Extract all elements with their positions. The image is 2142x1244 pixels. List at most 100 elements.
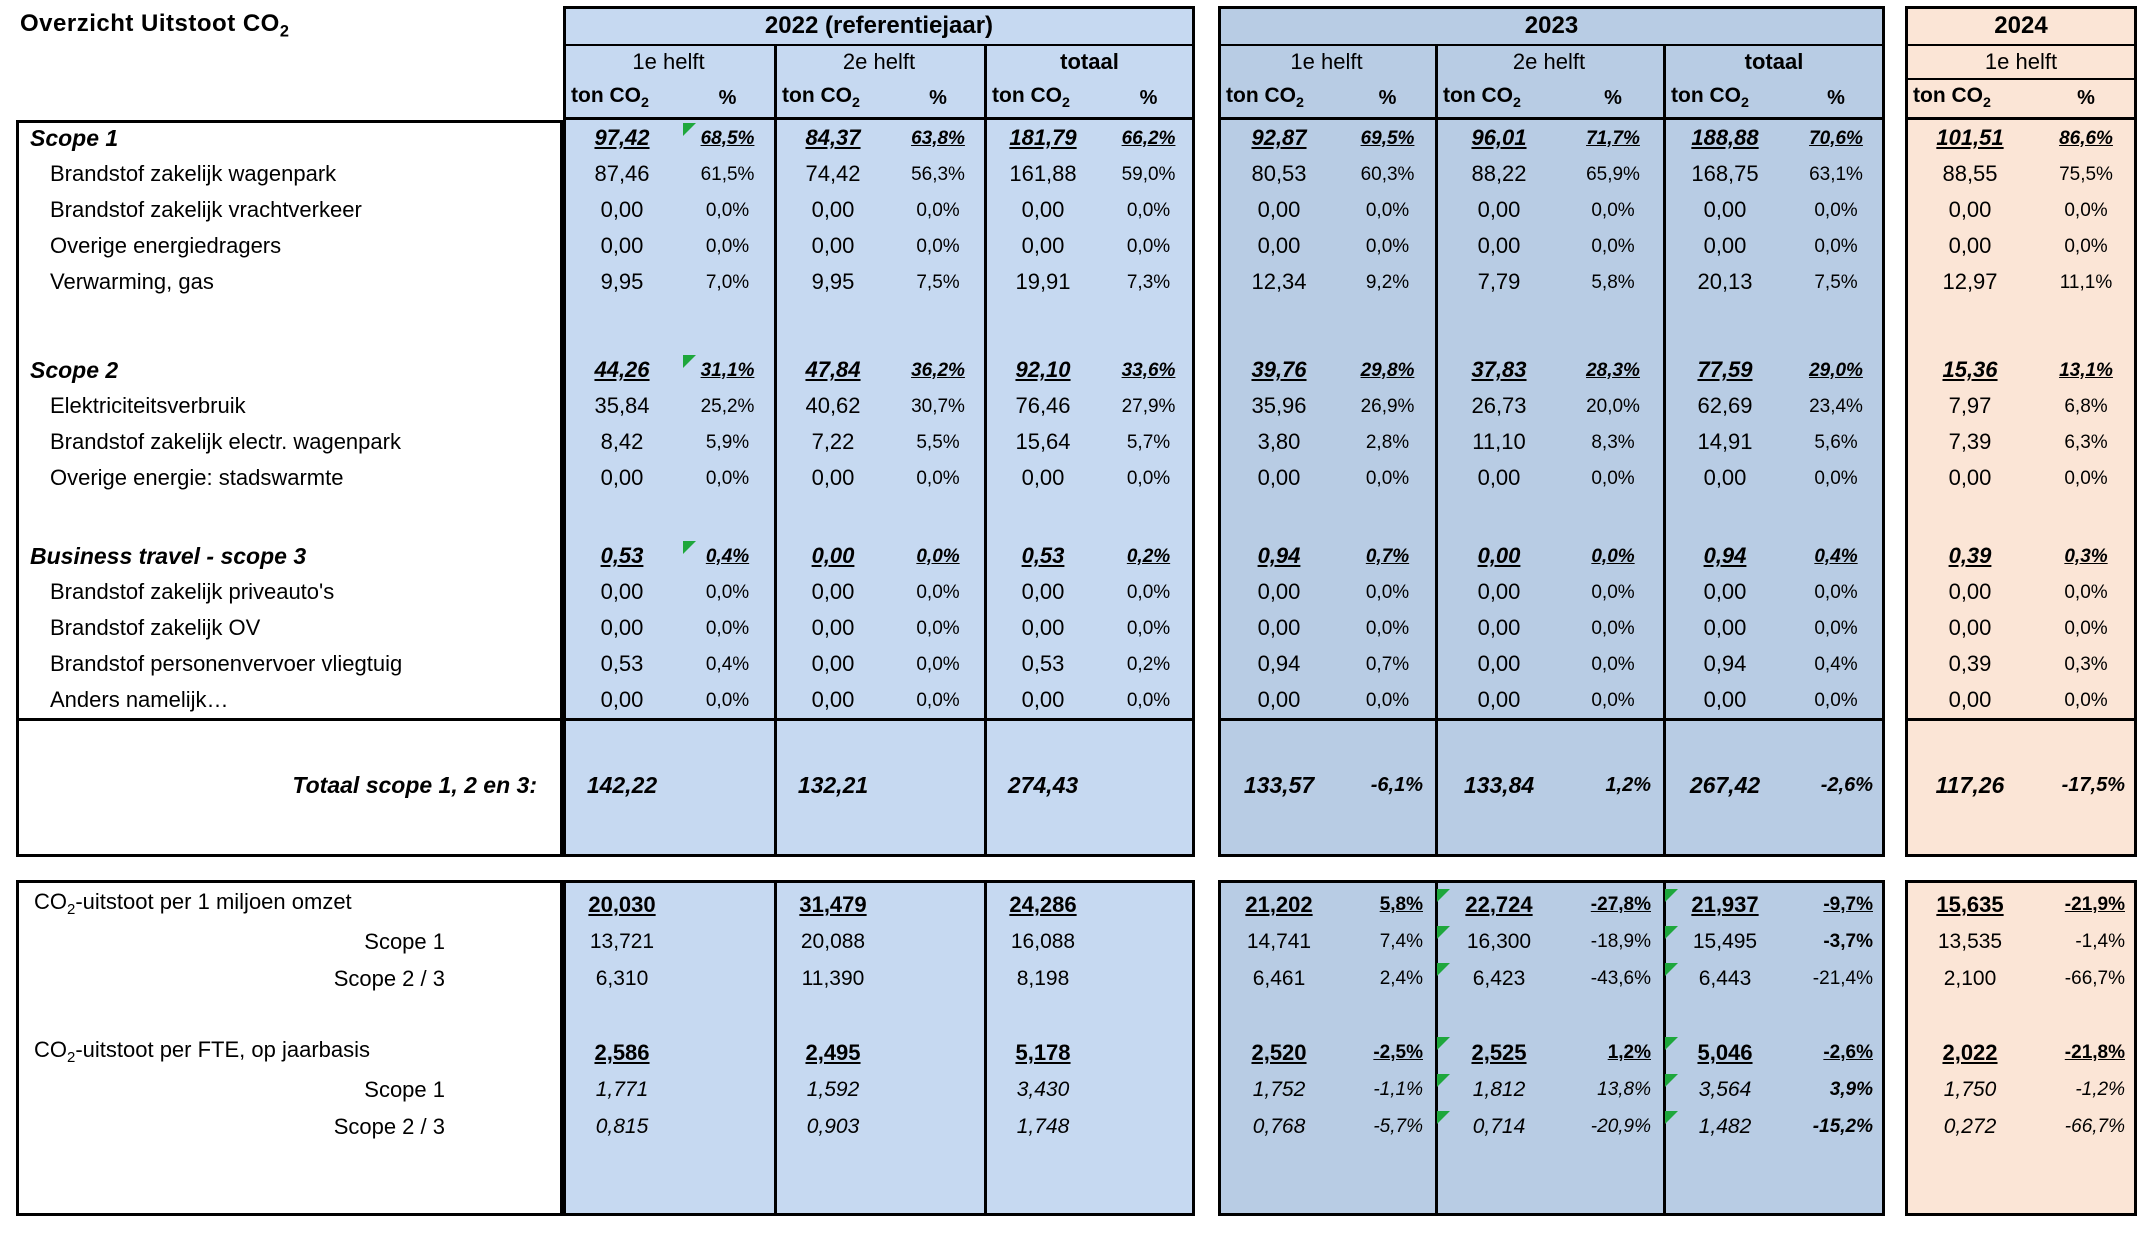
cell-ov-2024-h1-pct[interactable]: 0,0% — [2064, 617, 2108, 639]
cell-fte-scope23-2022-h1-ton[interactable]: 0,815 — [595, 1115, 649, 1138]
header-2022-h2-pct[interactable]: % — [929, 87, 947, 109]
label-stadswarmte[interactable]: Overige energie: stadswarmte — [50, 465, 344, 490]
cell-omzet-scope1-2022-h2-ton[interactable]: 20,088 — [800, 930, 866, 953]
cell-omzet-2023-h2-pct[interactable]: -27,8% — [1590, 894, 1651, 915]
cell-fte-scope23-2023-tot-pct[interactable]: -15,2% — [1812, 1116, 1873, 1137]
cell-omzet-scope23-2024-h1-pct[interactable]: -66,7% — [2064, 968, 2125, 989]
cell-vliegtuig-2023-h1-pct[interactable]: 0,7% — [1365, 653, 1410, 675]
label-vliegtuig[interactable]: Brandstof personenvervoer vliegtuig — [50, 651, 403, 676]
cell-anders-2022-tot-ton[interactable]: 0,00 — [1021, 687, 1065, 712]
cell-electr-wagenpark-2022-h1-ton[interactable]: 8,42 — [600, 429, 644, 454]
cell-verwarming-gas-2023-tot-pct[interactable]: 7,5% — [1814, 271, 1858, 293]
cell-vrachtverkeer-2022-h1-pct[interactable]: 0,0% — [705, 199, 750, 221]
cell-wagenpark-2022-h2-pct[interactable]: 56,3% — [911, 163, 965, 185]
cell-priveautos-2022-h2-pct[interactable]: 0,0% — [916, 581, 960, 603]
cell-scope1-2023-tot-ton[interactable]: 188,88 — [1691, 125, 1759, 150]
cell-fte-scope1-2023-tot-ton[interactable]: 3,564 — [1698, 1078, 1752, 1101]
cell-ov-2022-h1-pct[interactable]: 0,0% — [705, 617, 750, 639]
cell-scope2-2023-h2-ton[interactable]: 37,83 — [1471, 357, 1527, 382]
cell-energiedragers-2022-h2-pct[interactable]: 0,0% — [916, 235, 960, 257]
cell-ov-2023-h2-ton[interactable]: 0,00 — [1477, 615, 1521, 640]
cell-stadswarmte-2022-h2-ton[interactable]: 0,00 — [811, 465, 855, 490]
cell-scope1-2023-h2-pct[interactable]: 71,7% — [1586, 127, 1640, 149]
cell-business-travel-2022-h2-pct[interactable]: 0,0% — [916, 545, 960, 567]
cell-omzet-2024-h1-ton[interactable]: 15,635 — [1936, 891, 2004, 917]
cell-scope1-2023-h1-pct[interactable]: 69,5% — [1360, 127, 1415, 149]
cell-vrachtverkeer-2022-h1-ton[interactable]: 0,00 — [600, 197, 644, 222]
cell-omzet-scope23-2022-h1-ton[interactable]: 6,310 — [595, 967, 649, 990]
cell-anders-2024-h1-pct[interactable]: 0,0% — [2064, 689, 2108, 711]
cell-fte-scope1-2024-h1-pct[interactable]: -1,2% — [2075, 1079, 2125, 1100]
cell-energiedragers-2024-h1-pct[interactable]: 0,0% — [2064, 235, 2108, 257]
cell-anders-2022-h2-ton[interactable]: 0,00 — [811, 687, 855, 712]
cell-fte-scope1-2022-tot-ton[interactable]: 3,430 — [1016, 1078, 1070, 1101]
cell-energiedragers-2023-tot-pct[interactable]: 0,0% — [1814, 235, 1858, 257]
cell-anders-2023-h2-ton[interactable]: 0,00 — [1477, 687, 1521, 712]
label-omzet-scope1[interactable]: Scope 1 — [364, 928, 445, 954]
cell-wagenpark-2022-h2-ton[interactable]: 74,42 — [805, 161, 861, 186]
cell-electr-wagenpark-2023-tot-pct[interactable]: 5,6% — [1814, 431, 1858, 453]
cell-scope1-2023-h1-ton[interactable]: 92,87 — [1251, 125, 1307, 150]
cell-totaal-2022-tot-ton[interactable]: 274,43 — [1007, 771, 1079, 798]
label-electr-wagenpark[interactable]: Brandstof zakelijk electr. wagenpark — [50, 429, 401, 454]
cell-electr-wagenpark-2023-h1-pct[interactable]: 2,8% — [1365, 431, 1410, 453]
cell-vliegtuig-2022-tot-pct[interactable]: 0,2% — [1126, 653, 1171, 675]
cell-omzet-scope1-2022-tot-ton[interactable]: 16,088 — [1010, 930, 1076, 953]
cell-fte-scope23-2022-h2-ton[interactable]: 0,903 — [806, 1115, 860, 1138]
cell-verwarming-gas-2022-h2-pct[interactable]: 7,5% — [916, 271, 960, 293]
cell-energiedragers-2022-h1-pct[interactable]: 0,0% — [705, 235, 750, 257]
cell-wagenpark-2023-h1-pct[interactable]: 60,3% — [1360, 163, 1415, 185]
cell-vliegtuig-2023-tot-pct[interactable]: 0,4% — [1814, 653, 1858, 675]
cell-fte-scope23-2023-h2-ton[interactable]: 0,714 — [1472, 1115, 1526, 1138]
cell-scope1-2023-h2-ton[interactable]: 96,01 — [1471, 125, 1527, 150]
cell-ov-2022-h2-pct[interactable]: 0,0% — [916, 617, 960, 639]
header-2022-h1-pct[interactable]: % — [718, 87, 737, 109]
header-2022-tot[interactable]: totaal — [1060, 49, 1119, 74]
header-2023-h1[interactable]: 1e helft — [1290, 49, 1363, 74]
cell-elektriciteitsverbruik-2022-h2-pct[interactable]: 30,7% — [911, 395, 965, 417]
cell-stadswarmte-2022-tot-ton[interactable]: 0,00 — [1021, 465, 1065, 490]
cell-verwarming-gas-2022-tot-pct[interactable]: 7,3% — [1126, 271, 1171, 293]
cell-vliegtuig-2022-h2-pct[interactable]: 0,0% — [916, 653, 960, 675]
cell-elektriciteitsverbruik-2022-h1-ton[interactable]: 35,84 — [594, 393, 650, 418]
cell-vliegtuig-2022-h2-ton[interactable]: 0,00 — [811, 651, 855, 676]
cell-verwarming-gas-2022-h2-ton[interactable]: 9,95 — [811, 269, 855, 294]
cell-stadswarmte-2023-h2-ton[interactable]: 0,00 — [1477, 465, 1521, 490]
cell-omzet-2022-tot-ton[interactable]: 24,286 — [1009, 891, 1077, 917]
cell-scope1-2023-tot-pct[interactable]: 70,6% — [1809, 127, 1863, 149]
cell-priveautos-2023-h1-ton[interactable]: 0,00 — [1257, 579, 1301, 604]
cell-fte-2022-tot-ton[interactable]: 5,178 — [1015, 1039, 1071, 1065]
cell-priveautos-2022-tot-ton[interactable]: 0,00 — [1021, 579, 1065, 604]
cell-vliegtuig-2024-h1-pct[interactable]: 0,3% — [2064, 653, 2108, 675]
cell-verwarming-gas-2024-h1-pct[interactable]: 11,1% — [2059, 271, 2113, 293]
cell-fte-scope1-2023-h2-ton[interactable]: 1,812 — [1472, 1078, 1526, 1101]
label-fte-scope23[interactable]: Scope 2 / 3 — [333, 1113, 445, 1139]
cell-ov-2022-tot-ton[interactable]: 0,00 — [1021, 615, 1065, 640]
header-2024-h1-pct[interactable]: % — [2077, 87, 2095, 109]
cell-business-travel-2023-h2-ton[interactable]: 0,00 — [1477, 543, 1521, 568]
cell-electr-wagenpark-2022-tot-pct[interactable]: 5,7% — [1126, 431, 1171, 453]
cell-energiedragers-2023-tot-ton[interactable]: 0,00 — [1703, 233, 1747, 258]
cell-priveautos-2022-h1-ton[interactable]: 0,00 — [600, 579, 644, 604]
cell-stadswarmte-2022-h1-ton[interactable]: 0,00 — [600, 465, 644, 490]
cell-business-travel-2024-h1-pct[interactable]: 0,3% — [2064, 545, 2108, 567]
cell-fte-2023-h1-pct[interactable]: -2,5% — [1373, 1042, 1423, 1063]
cell-totaal-2023-h1-pct[interactable]: -6,1% — [1370, 774, 1423, 796]
label-verwarming-gas[interactable]: Verwarming, gas — [50, 269, 214, 294]
cell-vliegtuig-2022-h1-pct[interactable]: 0,4% — [705, 653, 750, 675]
cell-scope2-2023-h2-pct[interactable]: 28,3% — [1586, 359, 1640, 381]
cell-fte-2022-h2-ton[interactable]: 2,495 — [805, 1039, 861, 1065]
cell-scope1-2024-h1-ton[interactable]: 101,51 — [1936, 125, 2004, 150]
cell-scope2-2022-tot-pct[interactable]: 33,6% — [1121, 359, 1176, 381]
cell-totaal-2023-tot-ton[interactable]: 267,42 — [1689, 771, 1761, 798]
cell-scope2-2023-h1-ton[interactable]: 39,76 — [1251, 357, 1307, 382]
label-omzet-scope23[interactable]: Scope 2 / 3 — [333, 965, 445, 991]
cell-elektriciteitsverbruik-2022-h1-pct[interactable]: 25,2% — [700, 395, 755, 417]
cell-verwarming-gas-2023-h2-pct[interactable]: 5,8% — [1591, 271, 1635, 293]
cell-business-travel-2023-h1-ton[interactable]: 0,94 — [1257, 543, 1301, 568]
label-totaal[interactable]: Totaal scope 1, 2 en 3: — [292, 771, 537, 798]
cell-omzet-scope1-2023-tot-ton[interactable]: 15,495 — [1692, 930, 1758, 953]
header-2023-h1-ton[interactable]: ton CO2 — [1226, 84, 1304, 112]
cell-scope2-2023-tot-pct[interactable]: 29,0% — [1809, 359, 1863, 381]
cell-stadswarmte-2024-h1-pct[interactable]: 0,0% — [2064, 467, 2108, 489]
